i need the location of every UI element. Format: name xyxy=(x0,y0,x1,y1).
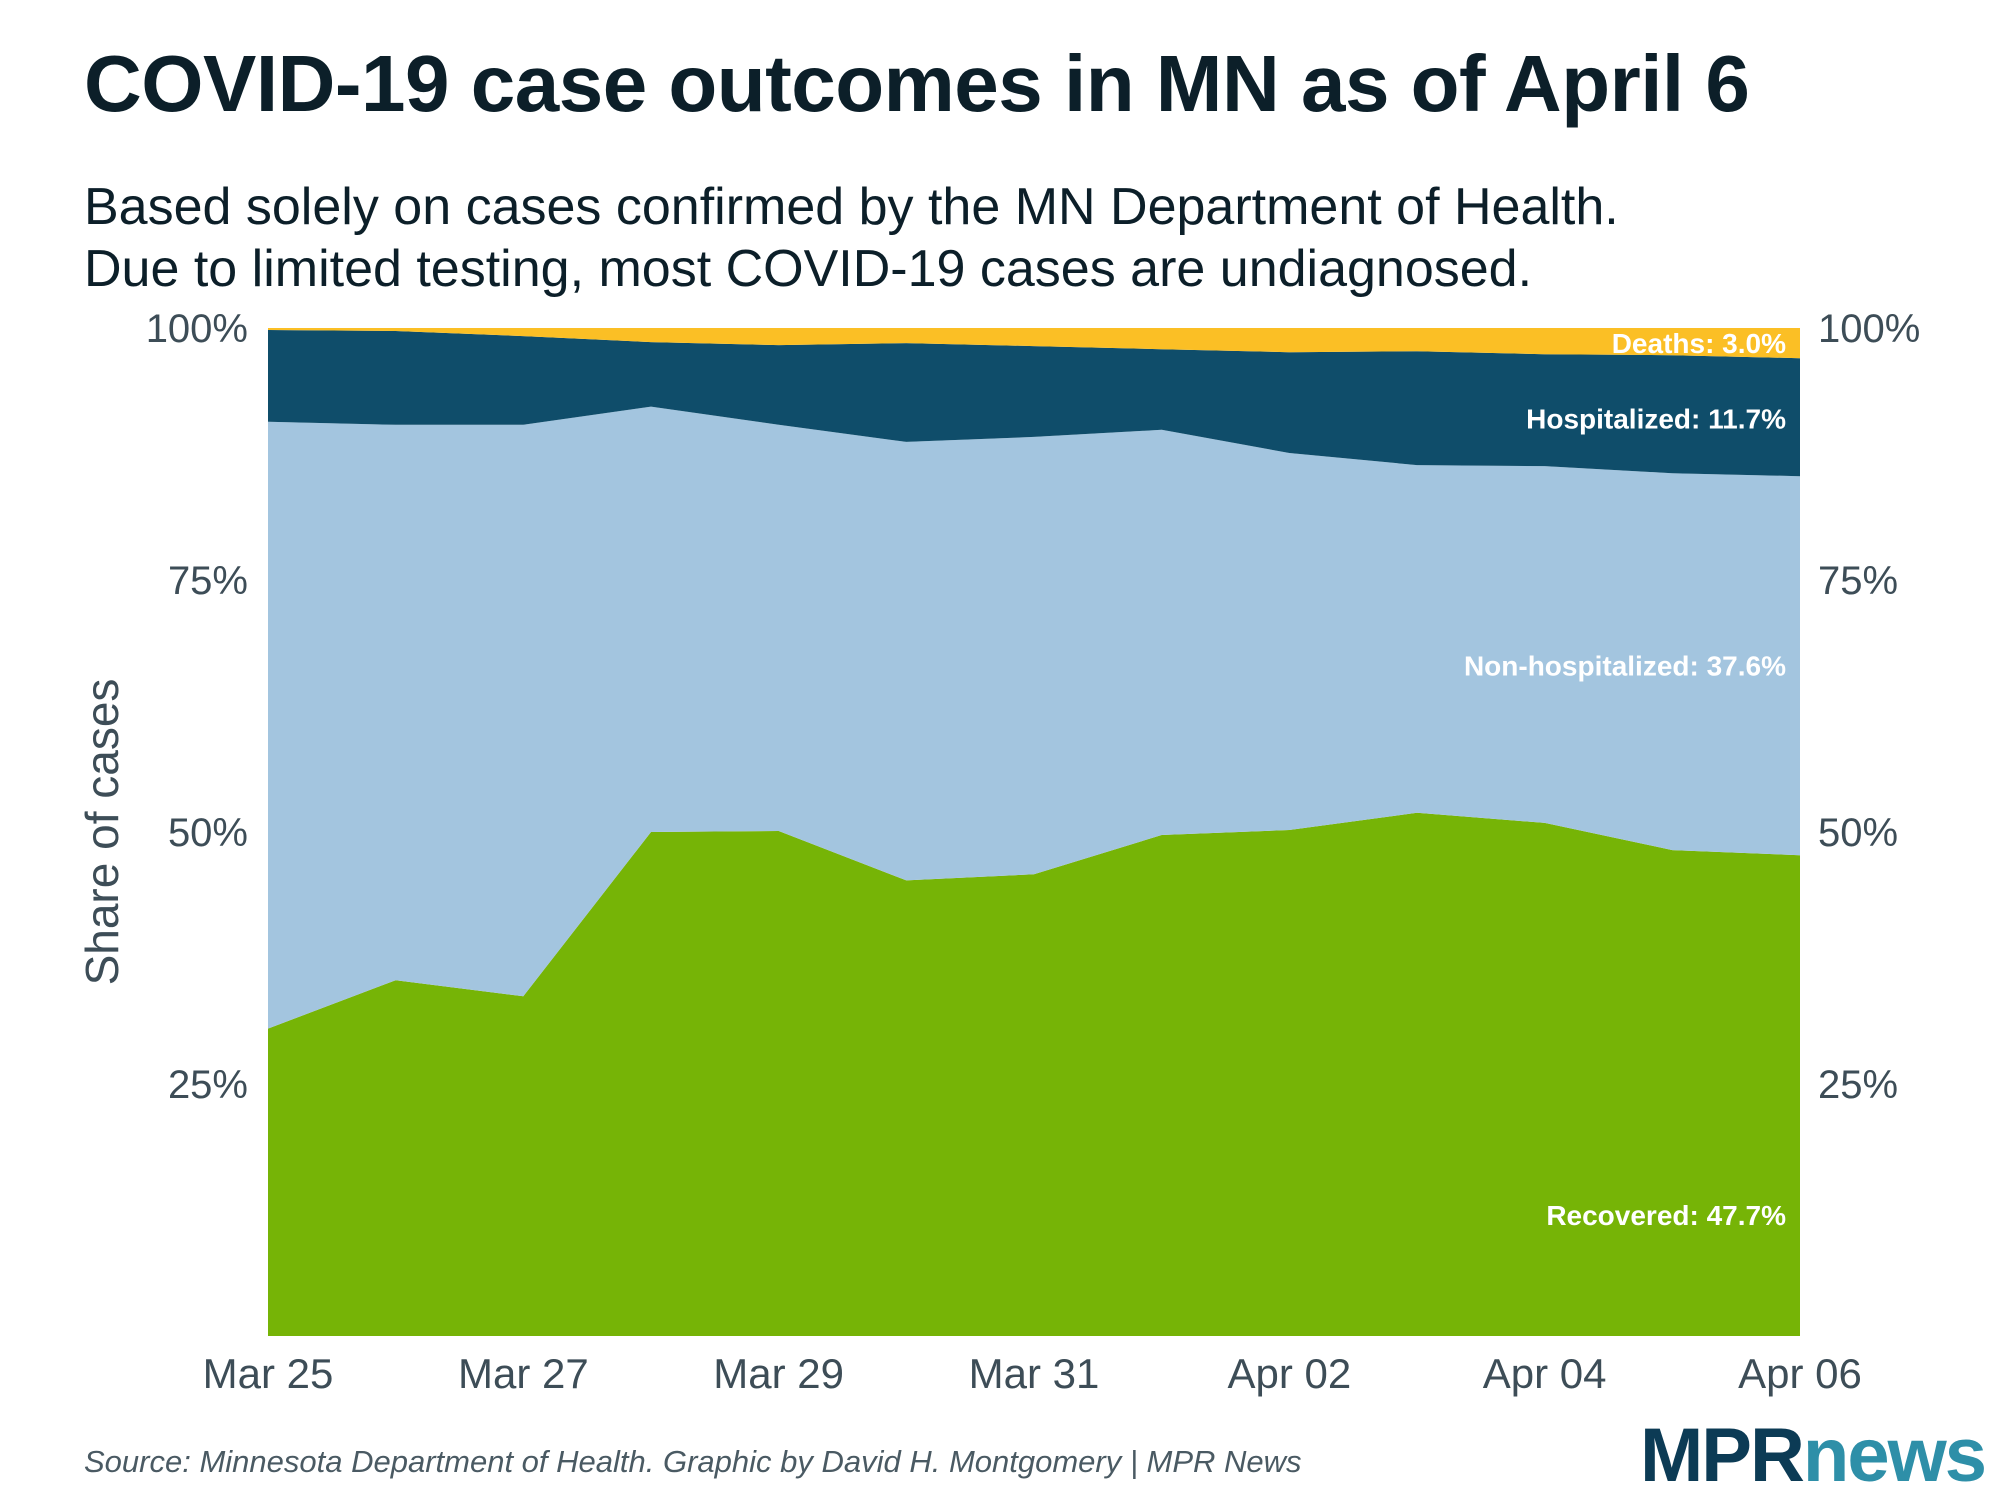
x-tick-label: Mar 25 xyxy=(203,1350,334,1397)
y-tick-label-left: 100% xyxy=(146,307,248,351)
x-tick-label: Apr 02 xyxy=(1227,1350,1351,1397)
area-recovered xyxy=(268,812,1800,1336)
area-hospitalized xyxy=(268,330,1800,477)
series-label-deaths: Deaths: 3.0% xyxy=(1612,328,1786,359)
y-tick-label-left: 50% xyxy=(168,811,248,855)
x-tick-label: Mar 31 xyxy=(969,1350,1100,1397)
x-tick-label: Apr 06 xyxy=(1738,1350,1862,1397)
chart-subtitle: Based solely on cases confirmed by the M… xyxy=(84,176,1619,300)
source-note: Source: Minnesota Department of Health. … xyxy=(84,1444,1302,1479)
y-tick-label-right: 75% xyxy=(1818,559,1898,603)
y-tick-label-right: 25% xyxy=(1818,1063,1898,1107)
y-tick-label-left: 75% xyxy=(168,559,248,603)
logo-news: news xyxy=(1802,1413,1987,1498)
subtitle-line-2: Due to limited testing, most COVID-19 ca… xyxy=(84,240,1533,298)
x-tick-label: Mar 29 xyxy=(713,1350,844,1397)
mpr-news-logo: MPRnews xyxy=(1640,1418,1987,1494)
y-tick-label-left: 25% xyxy=(168,1063,248,1107)
series-label-non-hospitalized: Non-hospitalized: 37.6% xyxy=(1464,651,1786,682)
chart-title: COVID-19 case outcomes in MN as of April… xyxy=(84,39,1750,128)
logo-mpr: MPR xyxy=(1640,1413,1805,1498)
y-axis-title: Share of cases xyxy=(76,679,128,986)
area-non-hospitalized xyxy=(268,406,1800,1029)
series-label-hospitalized: Hospitalized: 11.7% xyxy=(1526,404,1786,435)
area-deaths xyxy=(268,328,1800,359)
x-tick-label: Mar 27 xyxy=(458,1350,589,1397)
y-tick-label-right: 100% xyxy=(1818,307,1920,351)
x-tick-label: Apr 04 xyxy=(1483,1350,1607,1397)
series-label-recovered: Recovered: 47.7% xyxy=(1546,1200,1786,1231)
subtitle-line-1: Based solely on cases confirmed by the M… xyxy=(84,178,1619,236)
y-tick-label-right: 50% xyxy=(1818,811,1898,855)
